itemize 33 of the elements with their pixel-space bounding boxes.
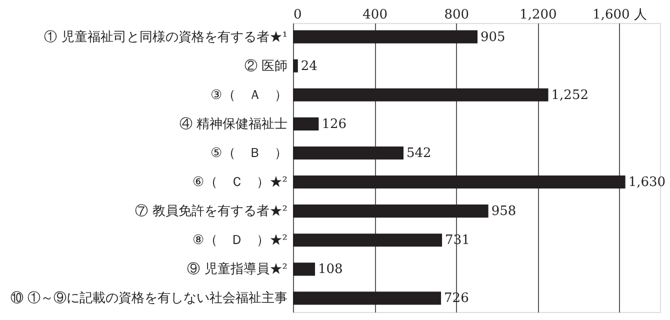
bar <box>293 59 298 72</box>
y-tick-label: ⑥（ Ｃ ）★² <box>192 175 288 190</box>
y-tick-label: ③（ Ａ ） <box>210 88 288 103</box>
bar <box>293 234 442 247</box>
bar <box>293 88 548 102</box>
bar <box>293 204 488 218</box>
y-tick-label: ② 医師 <box>244 58 288 74</box>
data-label: 24 <box>300 58 318 74</box>
x-tick-label: 1,200 <box>520 8 557 22</box>
bar <box>293 262 316 276</box>
bar <box>293 175 626 189</box>
data-label: 126 <box>322 116 347 132</box>
x-tick-label: 800 <box>444 8 470 22</box>
data-label: 1,630 <box>628 175 666 190</box>
data-label: 108 <box>318 262 343 278</box>
x-tick-label: 400 <box>362 8 388 22</box>
data-label: 542 <box>406 146 432 161</box>
bar <box>293 146 404 160</box>
bar <box>293 292 442 305</box>
y-tick-label: ① 児童福祉司と同様の資格を有する者★¹ <box>44 28 288 45</box>
data-label: 958 <box>491 204 516 220</box>
bar <box>293 117 319 130</box>
x-tick-label: 0 <box>294 8 302 22</box>
y-tick-label: ⑧（ Ｄ ）★² <box>192 233 288 248</box>
y-tick-label: ⑤（ Ｂ ） <box>210 146 288 161</box>
y-tick-label: ⑩ ①～⑨に記載の資格を有しない社会福祉主事 <box>10 290 288 306</box>
data-label: 1,252 <box>551 88 588 103</box>
data-label: 905 <box>480 30 506 45</box>
y-tick-label: ⑨ 児童指導員★² <box>187 261 288 278</box>
bar <box>293 30 478 44</box>
x-tick-label: 1,600 人 <box>592 8 647 22</box>
y-tick-label: ⑦ 教員免許を有する者★² <box>135 204 288 220</box>
y-tick-label: ④ 精神保健福祉士 <box>179 116 288 132</box>
